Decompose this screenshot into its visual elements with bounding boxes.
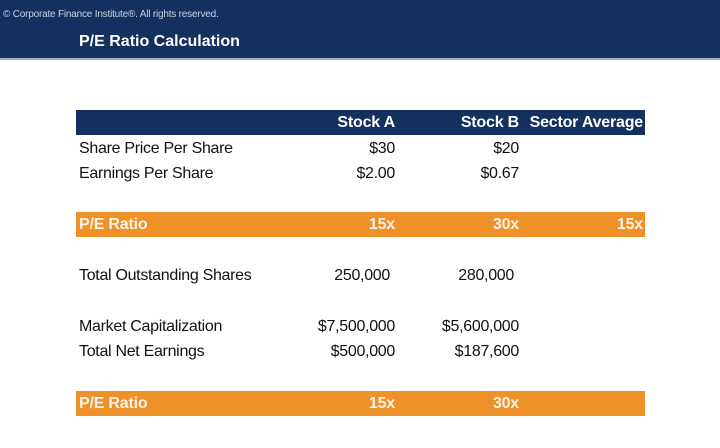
column-header-sector-average: Sector Average [529,114,644,131]
table-row-market-cap: Market Capitalization $7,500,000 $5,600,… [76,314,645,339]
stock-a-value: 15x [368,216,395,233]
row-label: P/E Ratio [79,395,148,412]
title-banner: © Corporate Finance Institute®. All righ… [0,0,720,60]
row-label: P/E Ratio [79,216,148,233]
row-label: Total Outstanding Shares [79,267,252,284]
stock-b-value: $20 [493,140,519,157]
stock-b-value: $5,600,000 [441,318,519,335]
stock-a-value: $7,500,000 [317,318,395,335]
table-row-net-earnings: Total Net Earnings $500,000 $187,600 [76,339,645,364]
table-row-pe-ratio-highlight: P/E Ratio 15x 30x 15x [76,212,645,237]
row-label: Market Capitalization [79,318,223,335]
stock-a-value: $500,000 [330,343,396,360]
table-row-outstanding-shares: Total Outstanding Shares 250,000 280,000 [76,263,645,288]
stock-b-value: $187,600 [454,343,520,360]
table-row-share-price: Share Price Per Share $30 $20 [76,136,645,161]
copyright-text: © Corporate Finance Institute®. All righ… [3,9,219,20]
row-label: Total Net Earnings [79,343,205,360]
stock-a-value: 15x [368,395,395,412]
stock-b-value: 30x [492,395,519,412]
stock-b-value: $0.67 [480,165,519,182]
table-row-eps: Earnings Per Share $2.00 $0.67 [76,161,645,186]
table-row-pe-ratio-highlight-2: P/E Ratio 15x 30x [76,391,645,416]
stock-b-value: 280,000 [458,267,514,284]
column-header-stock-a: Stock A [337,114,395,131]
row-label: Share Price Per Share [79,140,233,157]
column-header-stock-b: Stock B [460,114,519,131]
stock-a-value: $30 [369,140,395,157]
stock-b-value: 30x [492,216,519,233]
page-title: P/E Ratio Calculation [79,33,240,50]
stock-a-value: $2.00 [356,165,395,182]
row-label: Earnings Per Share [79,165,214,182]
sector-average-value: 15x [616,216,643,233]
table-header-row: Stock A Stock B Sector Average [76,110,645,135]
stock-a-value: 250,000 [334,267,390,284]
